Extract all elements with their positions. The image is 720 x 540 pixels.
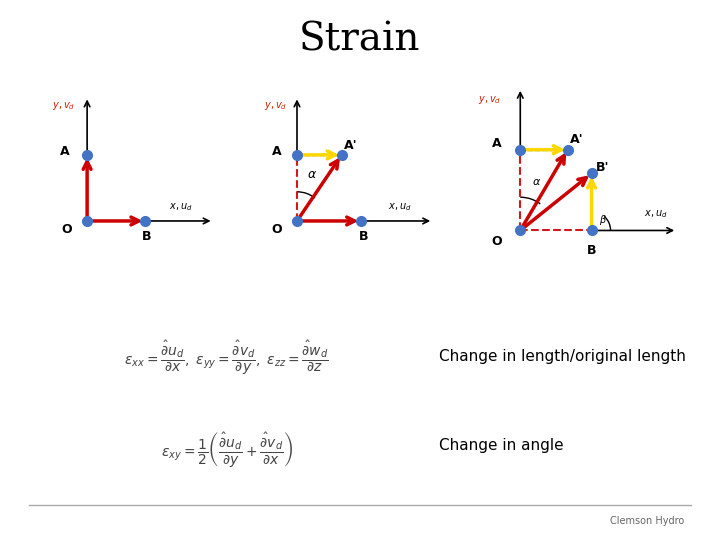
Text: O: O [492, 235, 503, 248]
Text: Change in angle: Change in angle [439, 438, 564, 453]
Text: A': A' [570, 132, 584, 146]
Text: Change in length/original length: Change in length/original length [439, 349, 686, 364]
Text: $\alpha$: $\alpha$ [532, 177, 541, 187]
Text: B': B' [596, 161, 610, 174]
Text: $x,u_d$: $x,u_d$ [388, 201, 412, 213]
Text: $\alpha$: $\alpha$ [307, 168, 317, 181]
Text: A: A [60, 145, 70, 158]
Text: A: A [271, 145, 282, 158]
Text: $x,u_d$: $x,u_d$ [644, 208, 667, 220]
Text: $y,v_d$: $y,v_d$ [52, 100, 75, 112]
Text: B: B [587, 244, 596, 257]
Text: Clemson Hydro: Clemson Hydro [610, 516, 684, 526]
Text: $\varepsilon_{xx} = \dfrac{\hat{\partial}u_d}{\partial x},$$\;  \varepsilon_{yy}: $\varepsilon_{xx} = \dfrac{\hat{\partial… [125, 338, 329, 377]
Text: $y,v_d$: $y,v_d$ [264, 100, 287, 112]
Text: $y,v_d$: $y,v_d$ [477, 94, 500, 106]
Text: B: B [359, 231, 369, 244]
Text: $\varepsilon_{xy} = \dfrac{1}{2}\left(\dfrac{\hat{\partial}u_d}{\partial y} + \d: $\varepsilon_{xy} = \dfrac{1}{2}\left(\d… [161, 430, 293, 469]
Text: A': A' [343, 139, 357, 152]
Text: $x,u_d$: $x,u_d$ [168, 201, 192, 213]
Text: A: A [492, 137, 501, 150]
Text: O: O [271, 222, 282, 235]
Text: B: B [142, 231, 151, 244]
Text: $\beta$: $\beta$ [599, 213, 607, 227]
Text: O: O [62, 222, 73, 235]
Text: Strain: Strain [300, 22, 420, 59]
